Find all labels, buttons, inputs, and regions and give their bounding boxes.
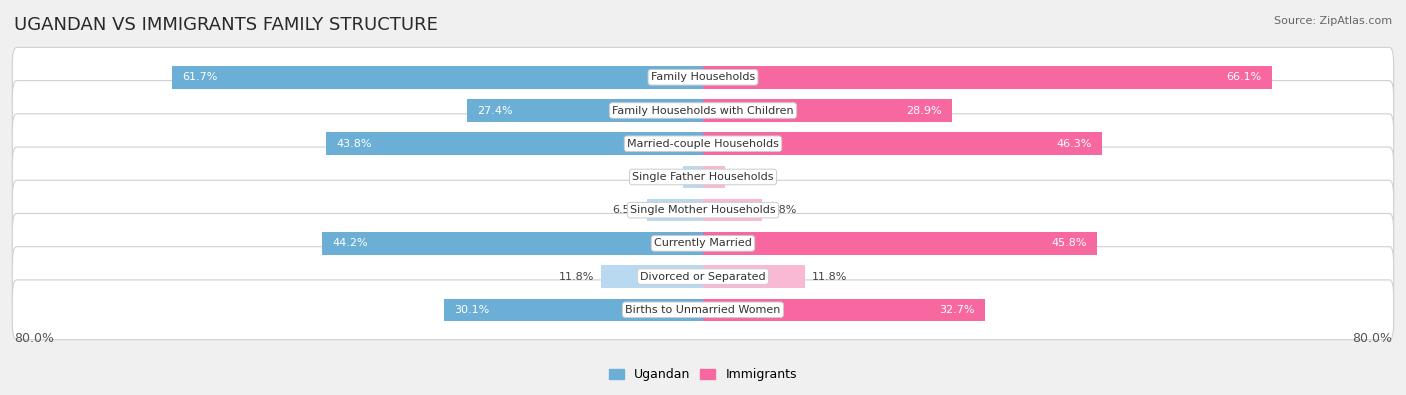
Bar <box>602 265 703 288</box>
Text: 80.0%: 80.0% <box>1353 331 1392 344</box>
Text: 66.1%: 66.1% <box>1226 72 1263 82</box>
Text: UGANDAN VS IMMIGRANTS FAMILY STRUCTURE: UGANDAN VS IMMIGRANTS FAMILY STRUCTURE <box>14 16 437 34</box>
Bar <box>444 299 703 321</box>
FancyBboxPatch shape <box>13 213 1393 273</box>
Bar <box>703 265 804 288</box>
Text: 11.8%: 11.8% <box>811 272 846 282</box>
Text: 32.7%: 32.7% <box>939 305 974 315</box>
FancyBboxPatch shape <box>13 247 1393 307</box>
Bar <box>703 132 1102 155</box>
Text: 45.8%: 45.8% <box>1052 238 1087 248</box>
FancyBboxPatch shape <box>13 114 1393 174</box>
Text: 61.7%: 61.7% <box>181 72 218 82</box>
Bar <box>647 199 703 222</box>
Text: 44.2%: 44.2% <box>333 238 368 248</box>
FancyBboxPatch shape <box>13 180 1393 240</box>
FancyBboxPatch shape <box>13 147 1393 207</box>
Bar <box>703 99 952 122</box>
Text: 28.9%: 28.9% <box>905 105 942 115</box>
Text: 43.8%: 43.8% <box>336 139 371 149</box>
FancyBboxPatch shape <box>13 47 1393 107</box>
Text: Married-couple Households: Married-couple Households <box>627 139 779 149</box>
Bar <box>703 199 762 222</box>
Text: Family Households: Family Households <box>651 72 755 82</box>
Bar <box>703 299 984 321</box>
Bar <box>467 99 703 122</box>
FancyBboxPatch shape <box>13 280 1393 340</box>
Bar <box>326 132 703 155</box>
Bar <box>172 66 703 88</box>
Text: Source: ZipAtlas.com: Source: ZipAtlas.com <box>1274 16 1392 26</box>
FancyBboxPatch shape <box>13 81 1393 140</box>
Text: Currently Married: Currently Married <box>654 238 752 248</box>
Legend: Ugandan, Immigrants: Ugandan, Immigrants <box>605 363 801 386</box>
Text: Single Mother Households: Single Mother Households <box>630 205 776 215</box>
Text: 6.8%: 6.8% <box>769 205 797 215</box>
Text: 2.3%: 2.3% <box>648 172 676 182</box>
Text: 6.5%: 6.5% <box>612 205 640 215</box>
Bar <box>703 166 724 188</box>
Text: 80.0%: 80.0% <box>14 331 53 344</box>
Text: Births to Unmarried Women: Births to Unmarried Women <box>626 305 780 315</box>
Text: 27.4%: 27.4% <box>478 105 513 115</box>
Text: 30.1%: 30.1% <box>454 305 489 315</box>
Bar <box>683 166 703 188</box>
Bar <box>322 232 703 255</box>
Bar <box>703 232 1098 255</box>
Text: Divorced or Separated: Divorced or Separated <box>640 272 766 282</box>
Text: Family Households with Children: Family Households with Children <box>612 105 794 115</box>
Text: 11.8%: 11.8% <box>560 272 595 282</box>
Text: 2.5%: 2.5% <box>731 172 759 182</box>
Text: Single Father Households: Single Father Households <box>633 172 773 182</box>
Bar <box>703 66 1272 88</box>
Text: 46.3%: 46.3% <box>1056 139 1091 149</box>
